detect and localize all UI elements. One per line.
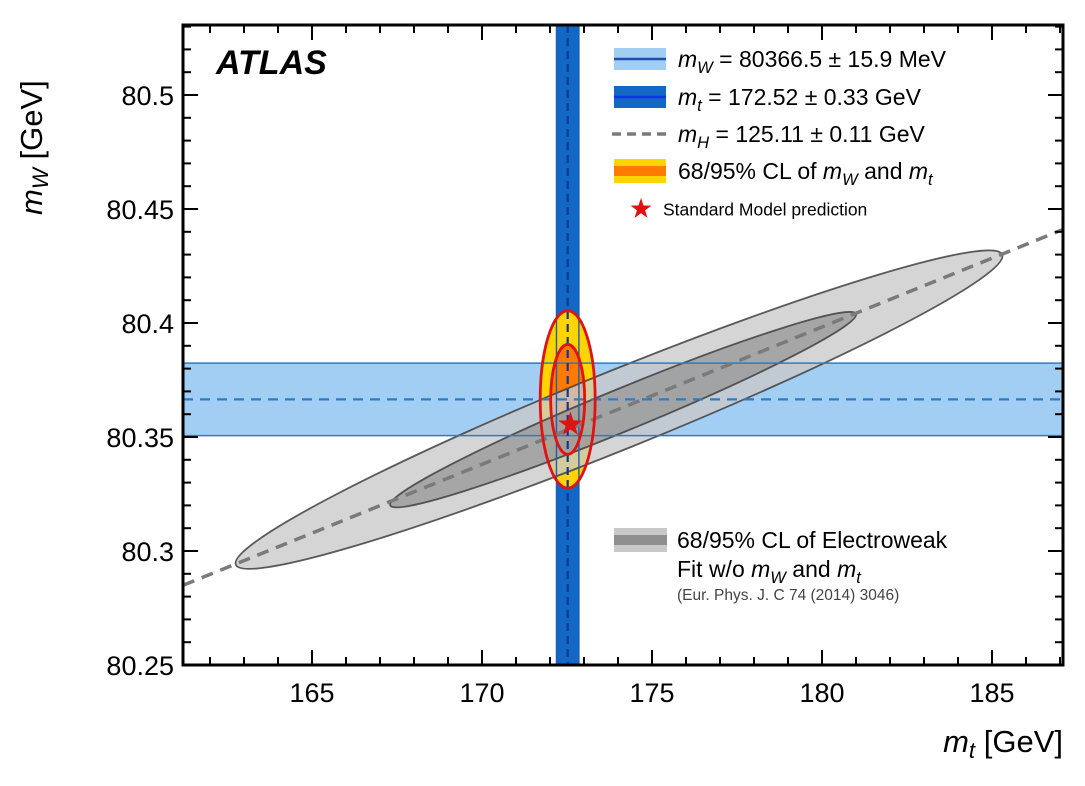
x-axis-title: mt [GeV] xyxy=(943,724,1063,763)
cl95-mwmt-contour xyxy=(538,309,597,490)
legend-electroweak: 68/95% CL of Electroweak Fit w/o mW and m… xyxy=(614,527,948,604)
legend-entry-label: mW = 80366.5 ± 15.9 MeV xyxy=(678,46,947,77)
y-tick-label: 80.5 xyxy=(121,81,174,111)
sm-prediction-star xyxy=(558,411,583,435)
mh-prediction-dashed-line xyxy=(183,227,1063,587)
legend-entry: 68/95% CL of mW and mt xyxy=(614,158,934,189)
legend-entry-label: mt = 172.52 ± 0.33 GeV xyxy=(678,84,922,115)
axis-labels: ATLAS mt [GeV] mW [GeV] xyxy=(14,44,1063,763)
x-tick-label: 185 xyxy=(969,678,1014,708)
atlas-label: ATLAS xyxy=(215,44,327,82)
x-tick-label: 170 xyxy=(459,678,504,708)
legend-entry: mt = 172.52 ± 0.33 GeV xyxy=(614,84,922,115)
ew-legend-stripe xyxy=(614,535,667,545)
x-tick-label: 175 xyxy=(629,678,674,708)
y-tick-label: 80.4 xyxy=(121,309,174,339)
axes: 165 170 175 180 185 80.25 80.3 80.35 80.4 80.45 80… xyxy=(106,23,1065,708)
ew-legend-line: (Eur. Phys. J. C 74 (2014) 3046) xyxy=(677,587,899,604)
y-tick-label: 80.45 xyxy=(106,195,174,225)
legend-entry: mH = 125.11 ± 0.11 GeV xyxy=(612,121,926,152)
y-tick-label: 80.25 xyxy=(106,651,174,681)
legend-star-icon xyxy=(630,198,652,218)
legend: mW = 80366.5 ± 15.9 MeV mt = 172.52 ± 0.3… xyxy=(612,46,947,220)
legend-entry: mW = 80366.5 ± 15.9 MeV xyxy=(614,46,947,77)
legend-entry: Standard Model prediction xyxy=(630,198,867,220)
y-axis-title: mW [GeV] xyxy=(14,80,53,215)
y-tick-label: 80.35 xyxy=(106,423,174,453)
x-tick-label: 165 xyxy=(289,678,334,708)
ew-legend-line: Fit w/o mW and mt xyxy=(677,556,862,587)
x-tick-label: 180 xyxy=(799,678,844,708)
y-tick-label: 80.3 xyxy=(121,537,174,567)
plot-layers xyxy=(183,25,1063,665)
legend-entry-label: mH = 125.11 ± 0.11 GeV xyxy=(678,121,926,152)
legend-entry-label: Standard Model prediction xyxy=(663,200,867,220)
legend-entry-label: 68/95% CL of mW and mt xyxy=(678,158,934,189)
plot-frame xyxy=(181,23,1065,667)
ew-legend-line: 68/95% CL of Electroweak xyxy=(677,527,948,553)
legend-cl-stripe xyxy=(614,166,666,176)
cl68-mwmt-contour xyxy=(549,343,587,456)
